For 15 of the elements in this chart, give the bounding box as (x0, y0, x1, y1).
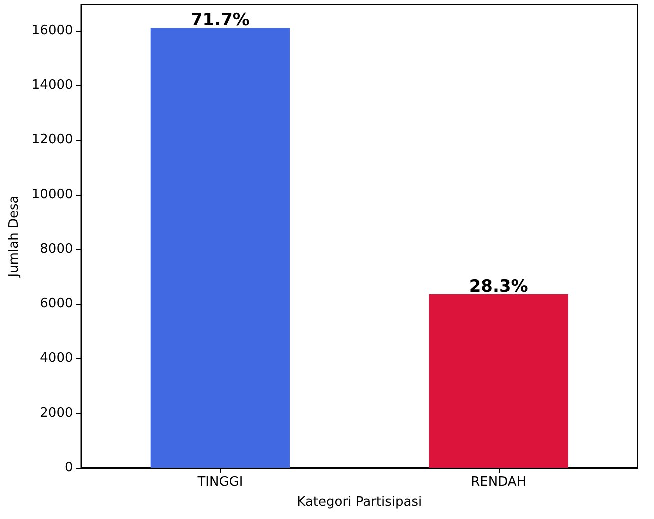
x-axis-title: Kategori Partisipasi (297, 495, 422, 510)
x-tick-label: RENDAH (471, 475, 527, 490)
y-tick-label: 2000 (40, 406, 74, 421)
y-tick-label: 0 (64, 460, 74, 476)
y-tick-label: 8000 (40, 242, 74, 257)
annotation: 28.3% (469, 277, 528, 298)
y-tick-label: 16000 (32, 23, 74, 38)
y-axis-title: Jumlah Desa (7, 196, 22, 278)
y-tick-label: 6000 (40, 296, 74, 312)
y-tick-label: 12000 (32, 132, 74, 148)
y-tick-label: 4000 (40, 351, 74, 366)
x-tick-label: TINGGI (196, 475, 244, 490)
y-tick-label: 10000 (32, 187, 74, 202)
annotation: 71.7% (190, 10, 250, 31)
y-tick-label: 14000 (32, 78, 74, 94)
